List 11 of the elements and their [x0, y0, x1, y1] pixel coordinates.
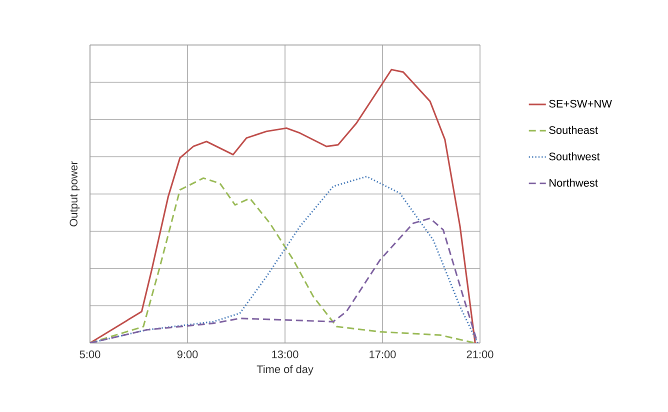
legend-label: Northwest — [550, 178, 598, 187]
x-tick-label: 9:00 — [177, 350, 198, 358]
legend-label: Southwest — [549, 152, 600, 160]
legend-label: Southeast — [549, 126, 598, 134]
x-axis-title: Time of day — [256, 365, 314, 376]
x-tick-label: 5:00 — [80, 350, 100, 358]
legend-label: SE+SW+NW — [549, 100, 612, 108]
x-tick-label: 13:00 — [272, 350, 298, 358]
x-tick-label: 21:00 — [466, 350, 494, 358]
x-tick-label: 17:00 — [370, 350, 396, 358]
y-axis-title: Output power — [70, 161, 80, 226]
